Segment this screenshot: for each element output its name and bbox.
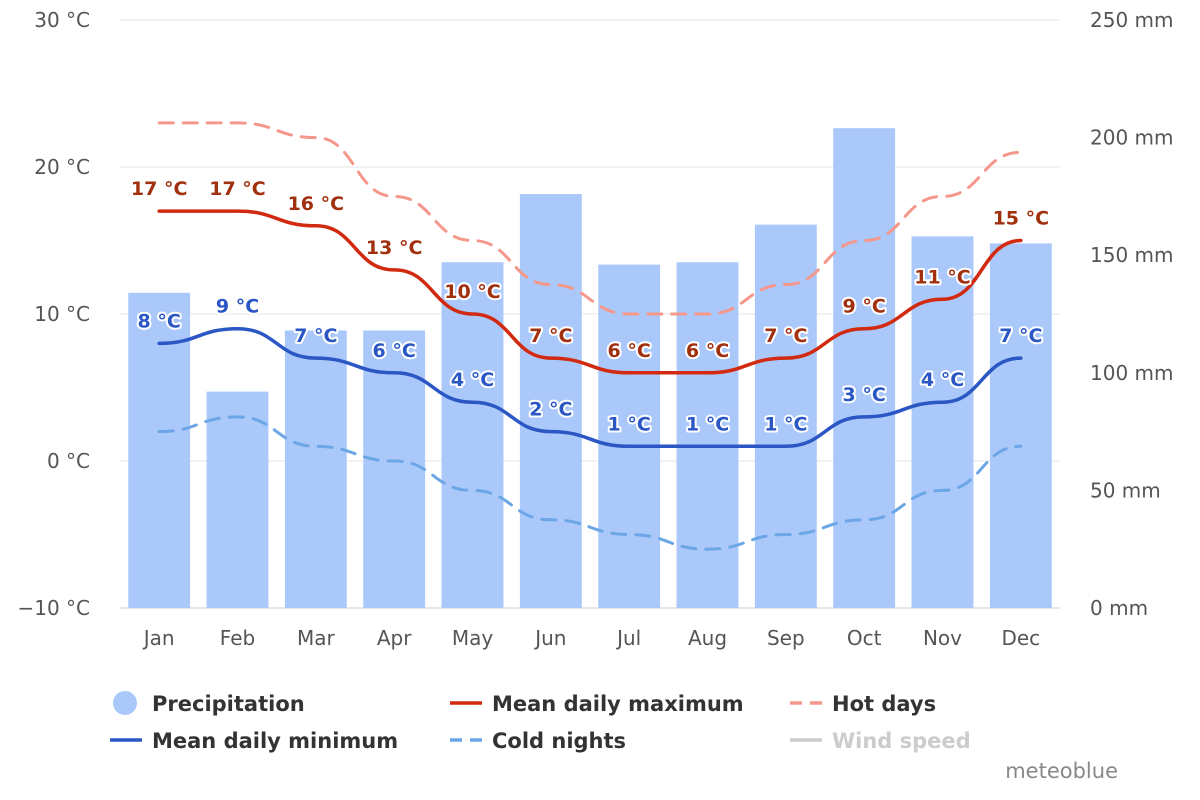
precipitation-bar[interactable] bbox=[598, 264, 661, 608]
legend-item-mean-daily-minimum[interactable]: Mean daily minimum bbox=[110, 729, 398, 753]
precipitation-bar[interactable] bbox=[989, 243, 1052, 608]
x-tick-label: May bbox=[452, 626, 494, 650]
mean-daily-maximum-data-label: 6 °C bbox=[686, 340, 729, 362]
legend-item-cold-nights[interactable]: Cold nights bbox=[450, 729, 626, 753]
mean-daily-maximum-data-label: 7 °C bbox=[764, 325, 807, 347]
precipitation-bar[interactable] bbox=[833, 128, 896, 608]
y-tick-label: 20 °C bbox=[34, 155, 90, 179]
precipitation-axis: 0 mm 50 mm 100 mm 150 mm 200 mm 250 mm bbox=[1090, 8, 1174, 620]
credit-text[interactable]: meteoblue bbox=[1005, 759, 1118, 783]
y2-tick-label: 250 mm bbox=[1090, 8, 1174, 32]
hot-days-line[interactable] bbox=[157, 121, 1023, 316]
mean-daily-maximum-data-label: 15 °C bbox=[993, 208, 1050, 230]
mean-daily-minimum-data-label: 7 °C bbox=[999, 325, 1042, 347]
precipitation-bar[interactable] bbox=[206, 391, 269, 608]
x-tick-label: Feb bbox=[220, 626, 255, 650]
mean-daily-maximum-line[interactable] bbox=[157, 209, 1023, 375]
legend-label: Cold nights bbox=[492, 729, 626, 753]
precipitation-bars bbox=[128, 128, 1052, 608]
y-tick-label: 30 °C bbox=[34, 8, 90, 32]
x-tick-label: Mar bbox=[297, 626, 336, 650]
x-tick-label: Jan bbox=[142, 626, 175, 650]
temperature-axis: −10 °C 0 °C 10 °C 20 °C 30 °C bbox=[17, 8, 90, 620]
mean-daily-maximum-data-label: 17 °C bbox=[131, 178, 188, 200]
mean-daily-minimum-data-label: 1 °C bbox=[686, 413, 729, 435]
y-tick-label: 10 °C bbox=[34, 302, 90, 326]
legend-label: Precipitation bbox=[152, 692, 305, 716]
grid-lines bbox=[120, 19, 1060, 609]
x-tick-label: Jun bbox=[533, 626, 566, 650]
mean-daily-maximum-data-label: 10 °C bbox=[444, 281, 501, 303]
precipitation-bar[interactable] bbox=[284, 330, 347, 608]
legend-item-wind-speed[interactable]: Wind speed bbox=[790, 729, 971, 753]
temperature-lines bbox=[157, 121, 1023, 551]
mean-daily-minimum-data-label: 2 °C bbox=[529, 399, 572, 421]
legend-label: Mean daily maximum bbox=[492, 692, 744, 716]
legend-label: Mean daily minimum bbox=[152, 729, 398, 753]
y2-tick-label: 0 mm bbox=[1090, 596, 1148, 620]
mean-daily-minimum-data-label: 9 °C bbox=[216, 296, 259, 318]
legend-label: Wind speed bbox=[832, 729, 971, 753]
y2-tick-label: 50 mm bbox=[1090, 478, 1161, 502]
x-tick-label: Nov bbox=[923, 626, 962, 650]
mean-daily-minimum-data-label: 8 °C bbox=[138, 310, 181, 332]
mean-daily-maximum-data-label: 17 °C bbox=[209, 178, 266, 200]
mean-daily-minimum-data-label: 4 °C bbox=[451, 369, 494, 391]
data-labels: 17 °C 17 °C 16 °C 13 °C 10 °C 7 °C 6 °C 6 °C 7 °… bbox=[129, 176, 1051, 437]
legend-symbol bbox=[113, 691, 137, 715]
x-tick-label: Oct bbox=[847, 626, 882, 650]
mean-daily-maximum-data-label: 9 °C bbox=[843, 296, 886, 318]
y-tick-label: −10 °C bbox=[17, 596, 90, 620]
legend-item-mean-daily-maximum[interactable]: Mean daily maximum bbox=[450, 692, 744, 716]
precipitation-bar[interactable] bbox=[128, 292, 191, 608]
mean-daily-maximum-data-label: 6 °C bbox=[608, 340, 651, 362]
month-axis: Jan Feb Mar Apr May Jun Jul Aug Sep Oct Nov Dec bbox=[142, 626, 1040, 650]
legend: Precipitation Mean daily maximum Hot days M… bbox=[110, 691, 971, 753]
mean-daily-minimum-data-label: 4 °C bbox=[921, 369, 964, 391]
mean-daily-minimum-data-label: 1 °C bbox=[764, 413, 807, 435]
mean-daily-maximum-data-label: 16 °C bbox=[288, 193, 345, 215]
legend-item-hot-days[interactable]: Hot days bbox=[790, 692, 936, 716]
precipitation-bar[interactable] bbox=[519, 194, 582, 608]
x-tick-label: Sep bbox=[767, 626, 805, 650]
x-tick-label: Apr bbox=[377, 626, 412, 650]
y2-tick-label: 150 mm bbox=[1090, 243, 1174, 267]
mean-daily-minimum-line[interactable] bbox=[157, 326, 1023, 449]
cold-nights-line[interactable] bbox=[157, 415, 1023, 551]
x-tick-label: Jul bbox=[615, 626, 641, 650]
legend-label: Hot days bbox=[832, 692, 936, 716]
mean-daily-maximum-data-label: 7 °C bbox=[529, 325, 572, 347]
y2-tick-label: 200 mm bbox=[1090, 126, 1174, 150]
mean-daily-minimum-data-label: 6 °C bbox=[373, 340, 416, 362]
x-tick-label: Aug bbox=[688, 626, 727, 650]
mean-daily-minimum-data-label: 3 °C bbox=[843, 384, 886, 406]
mean-daily-maximum-data-label: 13 °C bbox=[366, 237, 423, 259]
y-tick-label: 0 °C bbox=[47, 449, 90, 473]
y2-tick-label: 100 mm bbox=[1090, 361, 1174, 385]
mean-daily-minimum-data-label: 7 °C bbox=[294, 325, 337, 347]
x-tick-label: Dec bbox=[1001, 626, 1040, 650]
mean-daily-maximum-data-label: 11 °C bbox=[914, 266, 971, 288]
legend-item-precipitation[interactable]: Precipitation bbox=[113, 691, 305, 716]
mean-daily-minimum-data-label: 1 °C bbox=[608, 413, 651, 435]
